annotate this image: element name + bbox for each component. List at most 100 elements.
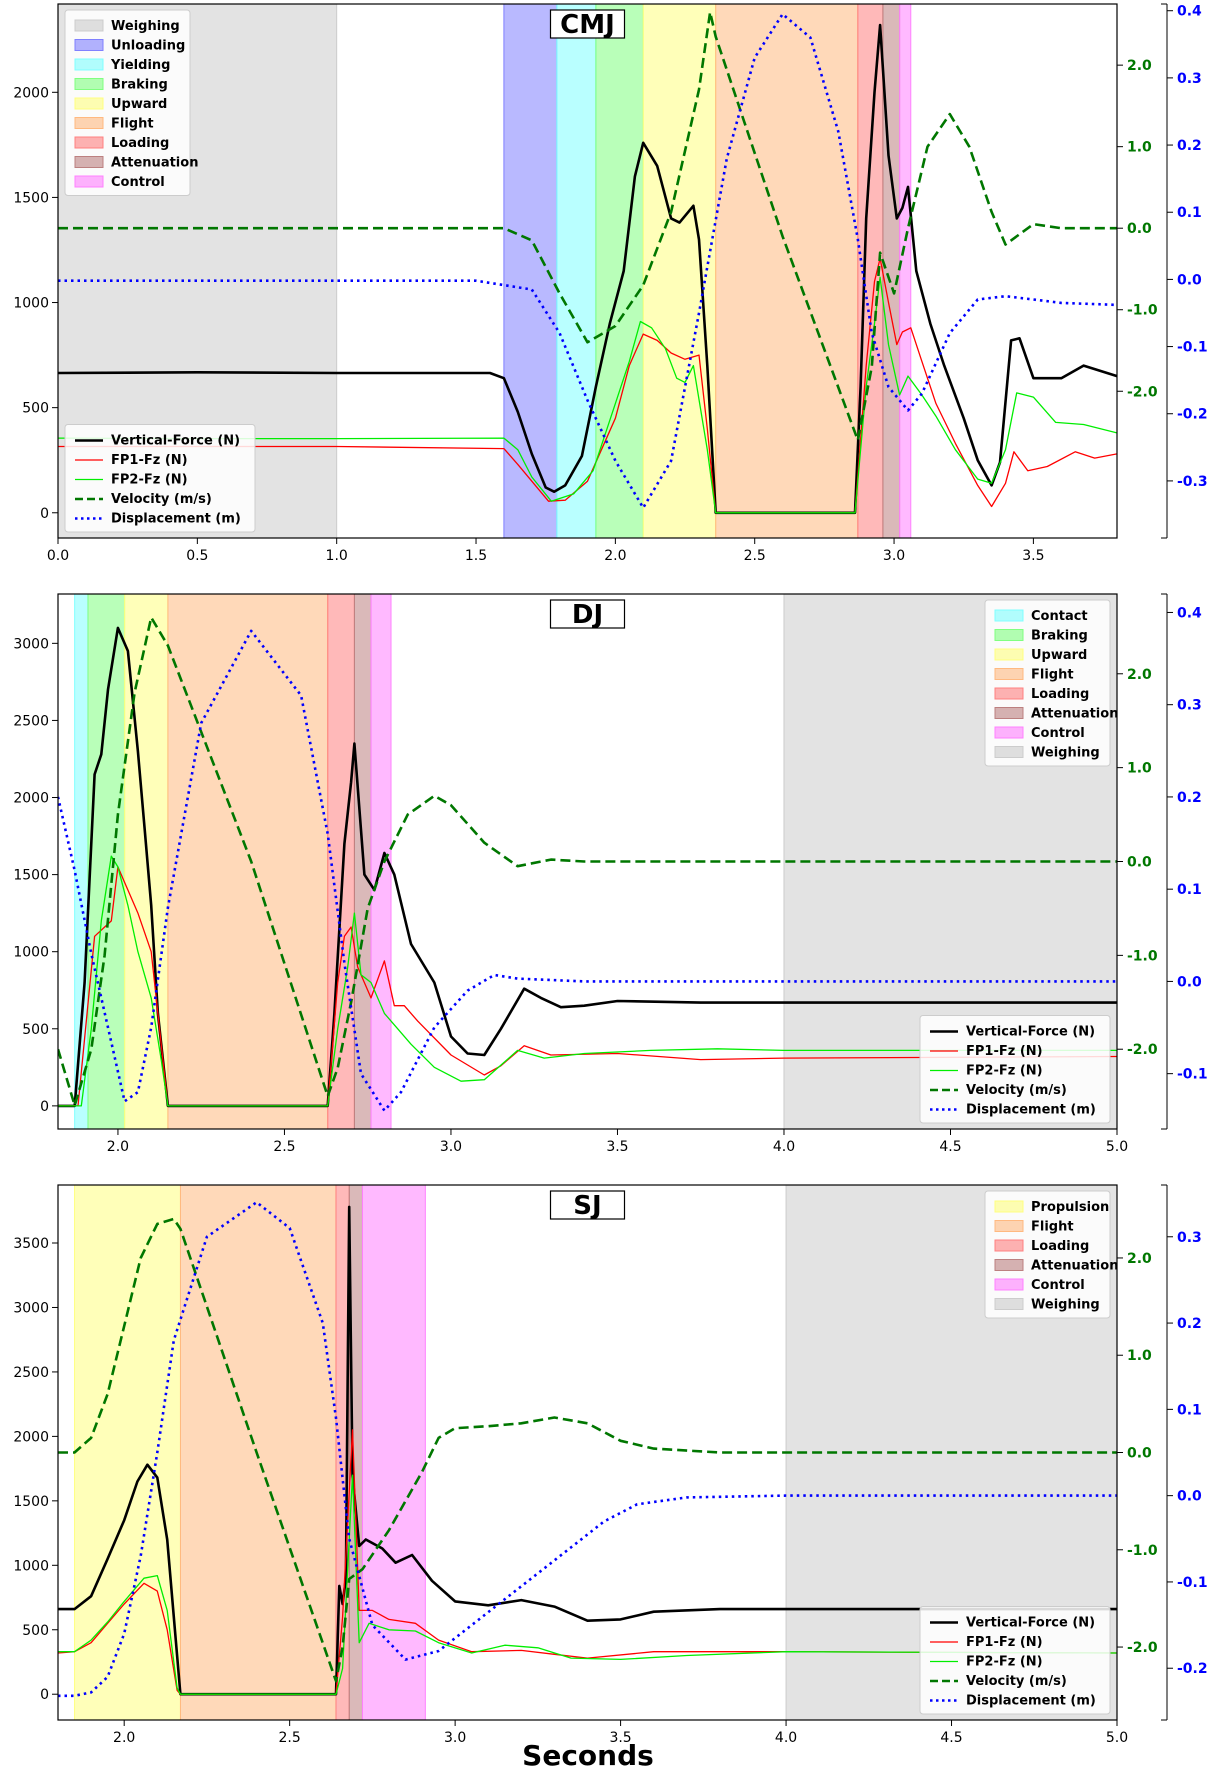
x-tick-label: 3.5 — [609, 1730, 631, 1746]
velocity-tick-label: 2.0 — [1127, 58, 1152, 74]
legend-swatch — [74, 78, 104, 90]
x-tick-label: 2.0 — [604, 548, 626, 564]
velocity-tick-label: -2.0 — [1127, 1042, 1158, 1058]
displacement-tick-label: 0.3 — [1177, 1230, 1202, 1246]
legend-swatch — [74, 175, 104, 188]
displacement-tick-label: 0.0 — [1177, 1489, 1202, 1505]
legend-label: FP2-Fz (N) — [966, 1655, 1043, 1670]
legend-label: Upward — [111, 97, 167, 112]
legend-label: Displacement (m) — [966, 1103, 1096, 1118]
legend-label: Propulsion — [1031, 1200, 1109, 1215]
legend-swatch — [74, 19, 104, 32]
velocity-tick-label: -1.0 — [1127, 1543, 1158, 1559]
legend-frame — [919, 1015, 1111, 1124]
legend-label: Unloading — [111, 39, 185, 54]
legend-label: Velocity (m/s) — [966, 1083, 1067, 1098]
force-tick-label: 2500 — [13, 713, 49, 729]
velocity-tick-label: -1.0 — [1127, 948, 1158, 964]
displacement-tick-label: 0.1 — [1177, 882, 1202, 898]
displacement-tick-label: 0.2 — [1177, 1316, 1202, 1332]
legend-label: Weighing — [1031, 746, 1100, 761]
force-tick-label: 1500 — [13, 868, 49, 884]
x-tick-label: 3.5 — [1022, 548, 1044, 564]
chart-title: SJ — [573, 1191, 601, 1221]
series-line-velocity-m-s — [58, 1217, 1117, 1683]
displacement-tick-label: 0.4 — [1177, 4, 1202, 20]
legend-swatch — [74, 156, 104, 168]
legend-label: Flight — [1031, 668, 1074, 683]
series-lines — [58, 10, 1117, 515]
x-tick-label: 3.5 — [606, 1139, 628, 1155]
x-tick-label: 4.5 — [939, 1139, 961, 1155]
displacement-tick-label: -0.1 — [1177, 1575, 1208, 1591]
series-line-displacement-m — [58, 12, 1117, 510]
force-tick-label: 0 — [40, 506, 49, 522]
displacement-tick-label: 0.4 — [1177, 605, 1202, 621]
legend-swatch — [994, 1239, 1024, 1252]
force-tick-label: 500 — [22, 1623, 49, 1639]
force-tick-label: 500 — [22, 1022, 49, 1038]
x-tick-label: 1.5 — [465, 548, 487, 564]
force-tick-label: 1000 — [13, 296, 49, 312]
title-box — [549, 1190, 626, 1220]
phase-span-control — [899, 4, 912, 538]
legend-swatch — [994, 668, 1024, 680]
legend-swatch — [74, 97, 104, 110]
velocity-tick-label: 2.0 — [1127, 1251, 1152, 1267]
phase-span-braking — [595, 4, 644, 538]
force-tick-label: 1000 — [13, 945, 49, 961]
legend-frame — [919, 1606, 1111, 1715]
legend-label: Braking — [1031, 629, 1088, 644]
legend-swatch — [994, 1200, 1024, 1213]
displacement-tick-label: -0.1 — [1177, 340, 1208, 356]
legend-swatch — [994, 687, 1024, 700]
force-tick-label: 2000 — [13, 1429, 49, 1445]
legend-label: Velocity (m/s) — [966, 1674, 1067, 1689]
series-legend: Vertical-Force (N) FP1-Fz (N) FP2-Fz (N) Ve… — [919, 1015, 1111, 1124]
legend-label: Loading — [111, 136, 169, 151]
x-tick-label: 2.5 — [744, 548, 766, 564]
legend-swatch — [74, 58, 104, 71]
series-line-fp1-fz-n — [58, 1429, 1117, 1695]
x-tick-label: 2.5 — [273, 1139, 295, 1155]
legend-label: Attenuation — [111, 156, 198, 171]
legend-label: Flight — [111, 117, 154, 132]
legend-label: Displacement (m) — [111, 512, 241, 527]
legend-swatch — [994, 707, 1024, 719]
phase-span-control — [361, 1185, 426, 1720]
legend-swatch — [994, 1220, 1024, 1232]
series-line-fp1-fz-n — [58, 866, 1117, 1107]
legend-label: Vertical-Force (N) — [111, 434, 240, 449]
x-tick-label: 4.5 — [940, 1730, 962, 1746]
displacement-tick-label: 0.0 — [1177, 272, 1202, 288]
x-tick-label: 4.0 — [775, 1730, 797, 1746]
phase-legend: Contact Braking Upward Flight Loading Attenua… — [984, 599, 1118, 767]
force-tick-label: 1500 — [13, 190, 49, 206]
legend-swatch — [74, 136, 104, 149]
phase-span-contact — [74, 594, 89, 1129]
legend-swatch — [994, 1278, 1024, 1291]
legend-label: Control — [1031, 1278, 1085, 1293]
title-box — [549, 599, 626, 629]
legend-label: Loading — [1031, 1239, 1089, 1254]
series-lines — [58, 1201, 1117, 1698]
displacement-tick-label: 0.3 — [1177, 698, 1202, 714]
panel-dj: 2.0 2.5 3.0 3.5 4.0 4.5 5.0 0 500 1000 1500 2000 250… — [13, 593, 1208, 1155]
phase-span-yielding — [556, 4, 597, 538]
legend-label: Attenuation — [1031, 707, 1118, 722]
velocity-tick-label: 1.0 — [1127, 140, 1152, 156]
chart-title: DJ — [572, 600, 603, 630]
legend-swatch — [994, 648, 1024, 661]
phase-span-braking — [87, 594, 126, 1129]
displacement-tick-label: -0.2 — [1177, 407, 1208, 423]
legend-label: Braking — [111, 78, 168, 93]
velocity-tick-label: -1.0 — [1127, 303, 1158, 319]
legend-label: Flight — [1031, 1220, 1074, 1235]
displacement-tick-label: -0.3 — [1177, 474, 1208, 490]
force-tick-label: 1500 — [13, 1494, 49, 1510]
panel-cmj: 0.0 0.5 1.0 1.5 2.0 2.5 3.0 3.5 0 500 1000 1500 2000… — [13, 3, 1208, 564]
force-tick-label: 1000 — [13, 1558, 49, 1574]
legend-label: Yielding — [110, 58, 170, 73]
x-tick-label: 3.0 — [883, 548, 905, 564]
